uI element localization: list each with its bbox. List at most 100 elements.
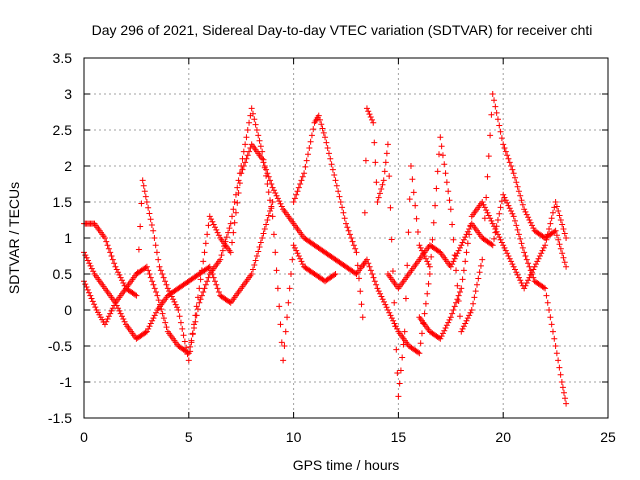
data-point	[501, 194, 508, 201]
data-point	[500, 242, 507, 249]
y-tick-label: 0	[64, 302, 72, 318]
data-point	[301, 170, 308, 177]
data-point	[142, 264, 149, 271]
data-point	[150, 227, 157, 234]
data-point	[107, 310, 114, 317]
data-point	[272, 249, 279, 256]
data-point	[484, 173, 491, 180]
data-point	[407, 163, 414, 169]
data-point	[441, 327, 448, 334]
data-point	[154, 292, 161, 299]
data-point	[437, 134, 444, 141]
data-point	[256, 137, 263, 144]
data-point	[346, 231, 353, 238]
data-point	[481, 215, 488, 222]
data-point	[105, 313, 112, 320]
data-point	[295, 253, 302, 259]
data-point	[380, 298, 387, 305]
data-point	[294, 188, 301, 195]
data-point	[272, 190, 279, 196]
data-point	[442, 170, 449, 177]
data-point	[553, 203, 560, 210]
data-point	[118, 313, 125, 320]
data-point	[238, 163, 245, 169]
data-point	[248, 105, 255, 112]
data-point	[162, 278, 169, 285]
data-point	[371, 278, 378, 285]
data-point	[483, 207, 490, 214]
data-point	[246, 119, 253, 126]
data-point	[281, 343, 288, 349]
data-point	[481, 204, 488, 211]
data-point	[344, 224, 351, 231]
data-point	[460, 236, 467, 243]
data-point	[421, 310, 428, 317]
data-point	[558, 379, 565, 385]
data-point	[378, 186, 385, 193]
data-point	[399, 354, 406, 361]
data-point	[439, 152, 446, 159]
data-point	[563, 235, 570, 241]
data-point	[318, 121, 325, 128]
x-tick-label: 10	[286, 429, 302, 445]
data-point	[546, 226, 553, 232]
data-point	[441, 161, 448, 168]
data-point	[297, 255, 304, 262]
data-point	[502, 197, 509, 204]
data-point	[146, 271, 153, 277]
data-point	[193, 312, 200, 319]
data-point	[170, 296, 177, 303]
data-point	[532, 261, 539, 268]
data-point	[505, 202, 512, 209]
data-point	[551, 228, 558, 235]
data-point	[502, 247, 509, 254]
data-point	[109, 256, 116, 263]
data-point	[432, 202, 439, 209]
data-point	[508, 208, 515, 214]
data-point	[302, 163, 309, 170]
data-point	[500, 191, 507, 198]
data-point	[153, 309, 160, 316]
data-point	[273, 192, 280, 199]
data-point	[145, 204, 152, 211]
data-point	[151, 235, 158, 241]
data-point	[215, 232, 222, 239]
data-point	[406, 196, 413, 203]
data-point	[120, 280, 127, 286]
y-tick-label: -1.5	[48, 410, 72, 426]
data-point	[514, 226, 521, 233]
data-point	[498, 239, 505, 246]
data-point	[269, 213, 276, 220]
data-point	[443, 179, 450, 186]
data-point	[401, 328, 408, 335]
data-point	[148, 222, 155, 229]
data-point	[504, 152, 511, 159]
data-point	[230, 206, 237, 213]
data-point	[527, 271, 534, 278]
y-tick-label: 3	[64, 86, 72, 102]
data-point	[213, 226, 220, 233]
data-point	[121, 318, 128, 325]
data-point	[230, 229, 237, 236]
data-point	[259, 155, 266, 162]
tick-labels: 0 5 10 15 20 25 -1.5 -1 -0.5 0 0.5 1 1.5 2 2.5 3 3.5	[48, 50, 616, 445]
data-point	[515, 274, 522, 281]
data-point	[298, 258, 305, 265]
data-point	[214, 285, 221, 292]
data-point	[227, 249, 234, 256]
data-point	[215, 289, 222, 295]
data-point	[546, 307, 553, 313]
data-point	[509, 210, 516, 217]
data-point	[263, 221, 270, 228]
data-point	[454, 250, 461, 257]
data-point	[363, 105, 370, 112]
data-point	[263, 172, 270, 179]
data-point	[549, 209, 556, 216]
data-point	[434, 168, 441, 175]
data-point	[221, 243, 228, 250]
data-point	[375, 288, 382, 295]
data-point	[132, 291, 139, 298]
data-point	[496, 122, 503, 129]
data-point	[394, 325, 401, 332]
data-point	[462, 258, 469, 265]
